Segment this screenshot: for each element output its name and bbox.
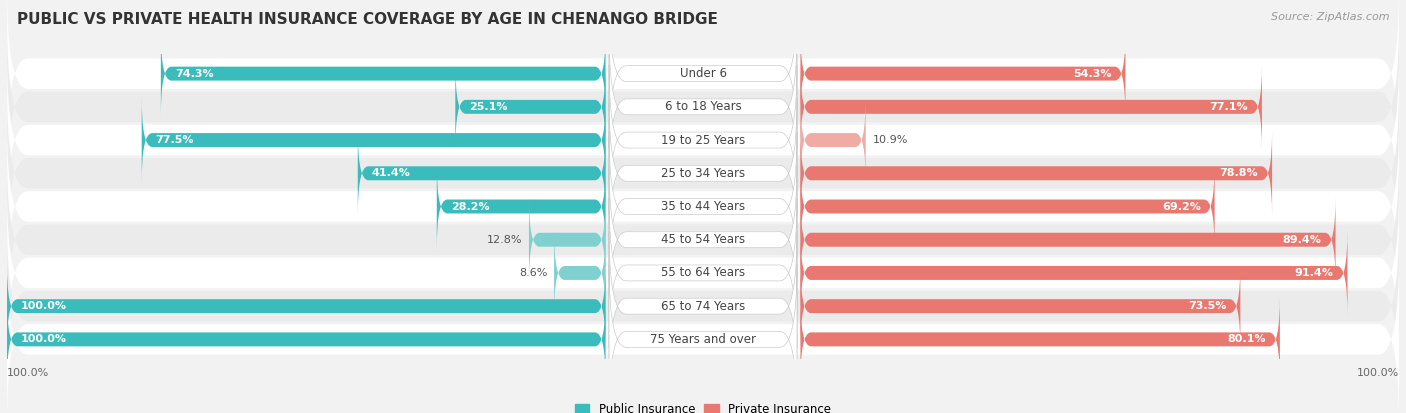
Text: 35 to 44 Years: 35 to 44 Years [661, 200, 745, 213]
FancyBboxPatch shape [456, 64, 606, 150]
FancyBboxPatch shape [609, 0, 797, 149]
FancyBboxPatch shape [609, 32, 797, 182]
FancyBboxPatch shape [800, 230, 1347, 316]
Text: 12.8%: 12.8% [486, 235, 522, 245]
FancyBboxPatch shape [7, 222, 1399, 391]
FancyBboxPatch shape [7, 0, 1399, 158]
FancyBboxPatch shape [7, 89, 1399, 258]
FancyBboxPatch shape [609, 264, 797, 413]
Text: 100.0%: 100.0% [7, 368, 49, 377]
FancyBboxPatch shape [7, 189, 1399, 357]
Text: 65 to 74 Years: 65 to 74 Years [661, 300, 745, 313]
Legend: Public Insurance, Private Insurance: Public Insurance, Private Insurance [571, 398, 835, 413]
FancyBboxPatch shape [7, 22, 1399, 191]
FancyBboxPatch shape [800, 31, 1125, 116]
FancyBboxPatch shape [160, 31, 606, 116]
FancyBboxPatch shape [7, 56, 1399, 224]
FancyBboxPatch shape [7, 155, 1399, 324]
Text: Source: ZipAtlas.com: Source: ZipAtlas.com [1271, 12, 1389, 22]
Text: 25 to 34 Years: 25 to 34 Years [661, 167, 745, 180]
Text: 100.0%: 100.0% [21, 301, 67, 311]
FancyBboxPatch shape [7, 297, 606, 382]
FancyBboxPatch shape [7, 122, 1399, 291]
FancyBboxPatch shape [554, 230, 606, 316]
Text: Under 6: Under 6 [679, 67, 727, 80]
Text: PUBLIC VS PRIVATE HEALTH INSURANCE COVERAGE BY AGE IN CHENANGO BRIDGE: PUBLIC VS PRIVATE HEALTH INSURANCE COVER… [17, 12, 717, 27]
Text: 25.1%: 25.1% [470, 102, 508, 112]
Text: 100.0%: 100.0% [21, 335, 67, 344]
FancyBboxPatch shape [142, 97, 606, 183]
Text: 73.5%: 73.5% [1188, 301, 1226, 311]
FancyBboxPatch shape [800, 97, 866, 183]
Text: 54.3%: 54.3% [1073, 69, 1112, 78]
Text: 75 Years and over: 75 Years and over [650, 333, 756, 346]
FancyBboxPatch shape [609, 65, 797, 215]
Text: 69.2%: 69.2% [1161, 202, 1201, 211]
FancyBboxPatch shape [609, 231, 797, 381]
FancyBboxPatch shape [609, 198, 797, 348]
FancyBboxPatch shape [437, 164, 606, 249]
Text: 80.1%: 80.1% [1227, 335, 1265, 344]
FancyBboxPatch shape [529, 197, 606, 282]
Text: 41.4%: 41.4% [371, 168, 411, 178]
FancyBboxPatch shape [609, 98, 797, 248]
Text: 91.4%: 91.4% [1295, 268, 1333, 278]
Text: 10.9%: 10.9% [873, 135, 908, 145]
FancyBboxPatch shape [800, 64, 1263, 150]
FancyBboxPatch shape [800, 164, 1215, 249]
Text: 55 to 64 Years: 55 to 64 Years [661, 266, 745, 280]
FancyBboxPatch shape [609, 165, 797, 315]
Text: 8.6%: 8.6% [519, 268, 547, 278]
FancyBboxPatch shape [800, 197, 1336, 282]
Text: 28.2%: 28.2% [451, 202, 489, 211]
Text: 45 to 54 Years: 45 to 54 Years [661, 233, 745, 246]
Text: 89.4%: 89.4% [1282, 235, 1322, 245]
FancyBboxPatch shape [800, 297, 1279, 382]
FancyBboxPatch shape [609, 131, 797, 282]
FancyBboxPatch shape [7, 255, 1399, 413]
FancyBboxPatch shape [800, 131, 1272, 216]
FancyBboxPatch shape [7, 263, 606, 349]
FancyBboxPatch shape [357, 131, 606, 216]
Text: 77.5%: 77.5% [156, 135, 194, 145]
Text: 100.0%: 100.0% [1357, 368, 1399, 377]
Text: 6 to 18 Years: 6 to 18 Years [665, 100, 741, 113]
Text: 19 to 25 Years: 19 to 25 Years [661, 133, 745, 147]
Text: 77.1%: 77.1% [1209, 102, 1249, 112]
Text: 78.8%: 78.8% [1219, 168, 1258, 178]
FancyBboxPatch shape [800, 263, 1240, 349]
Text: 74.3%: 74.3% [174, 69, 214, 78]
